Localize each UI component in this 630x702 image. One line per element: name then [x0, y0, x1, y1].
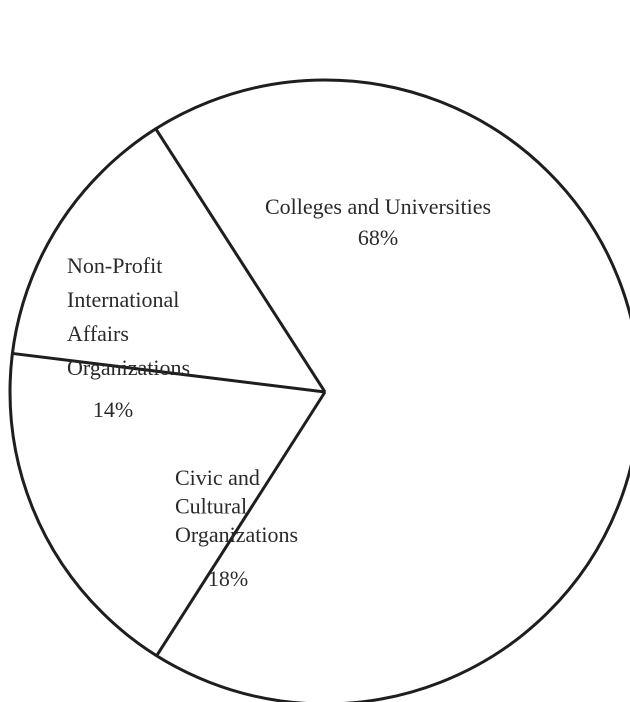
pie-slices: [8, 78, 630, 702]
slice-label-colleges-and-universities: Colleges and Universities: [265, 194, 491, 219]
slice-label-civic-and-cultural-organizations-line-3: Organizations: [175, 522, 298, 547]
slice-value-civic-and-cultural-organizations: 18%: [208, 566, 248, 591]
pie-labels: Colleges and Universities 68% Civic and Cul…: [67, 194, 491, 591]
pie-slice-civic-and-cultural-organizations: [9, 353, 325, 656]
slice-label-civic-and-cultural-organizations-line-1: Civic and: [175, 465, 260, 490]
slice-label-non-profit-international-affairs-organizations-line-4: Organizations: [67, 355, 190, 380]
slice-label-non-profit-international-affairs-organizations-line-1: Non-Profit: [67, 253, 162, 278]
slice-value-non-profit-international-affairs-organizations: 14%: [93, 397, 133, 422]
pie-slice-non-profit-international-affairs-organizations: [12, 128, 326, 392]
pie-outline: [8, 78, 630, 702]
slice-value-colleges-and-universities: 68%: [358, 225, 398, 250]
slice-divider-2: [155, 391, 327, 657]
slice-divider-1: [154, 128, 327, 393]
slice-divider-3: [12, 351, 326, 394]
slice-label-non-profit-international-affairs-organizations-line-2: International: [67, 287, 179, 312]
slice-label-non-profit-international-affairs-organizations-line-3: Affairs: [67, 321, 129, 346]
pie-slice-colleges-and-universities: [155, 80, 630, 702]
slice-label-civic-and-cultural-organizations-line-2: Cultural: [175, 494, 247, 519]
